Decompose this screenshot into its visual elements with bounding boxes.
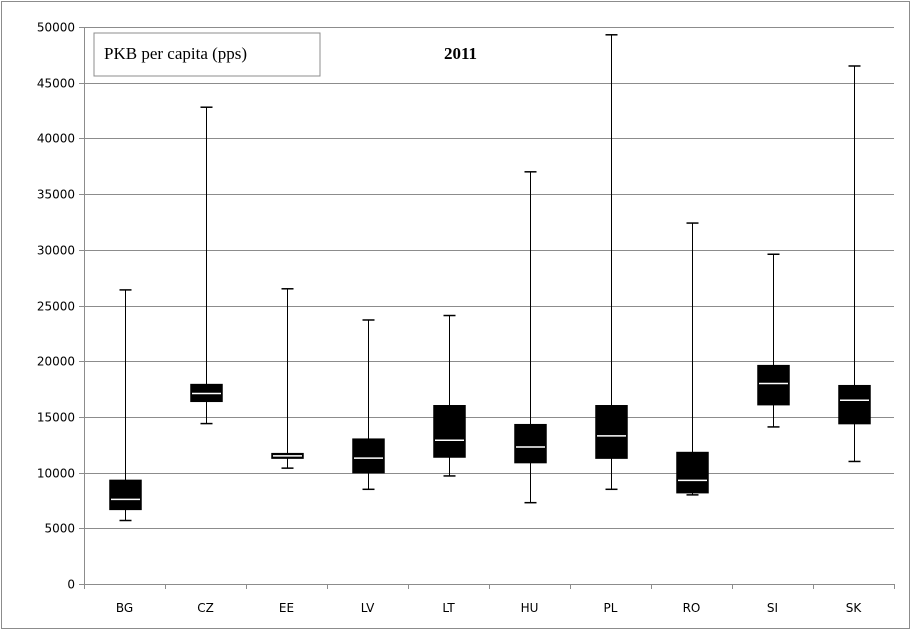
x-tick-label: SK [846, 601, 863, 615]
y-tick-label: 20000 [37, 355, 75, 369]
box-si [757, 253, 790, 428]
iqr-box [595, 405, 628, 459]
box-sk [838, 65, 871, 463]
x-axis-ticks: BG CZ EE LV LT HU PL RO SI SK [84, 584, 895, 615]
x-tick-label: HU [521, 601, 539, 615]
x-tick-label: LV [361, 601, 375, 615]
box-ro [676, 222, 709, 496]
boxes [109, 34, 871, 522]
y-tick-label: 40000 [37, 132, 75, 146]
iqr-box [757, 364, 790, 406]
x-tick-label: EE [279, 601, 294, 615]
box-lv [352, 319, 385, 491]
box-ee [271, 288, 304, 469]
x-tick-label: LT [442, 601, 455, 615]
iqr-box [676, 451, 709, 494]
iqr-box [514, 423, 547, 464]
legend: PKB per capita (pps) [93, 32, 321, 77]
x-tick-label: PL [604, 601, 618, 615]
box-pl [595, 34, 628, 491]
y-tick-label: 45000 [37, 77, 75, 91]
box-cz [190, 106, 223, 425]
x-tick-label: BG [116, 601, 133, 615]
x-tick-label: SI [767, 601, 778, 615]
x-tick-label: CZ [197, 601, 214, 615]
x-tick-label: RO [683, 601, 701, 615]
box-lt [433, 314, 466, 477]
y-tick-label: 30000 [37, 244, 75, 258]
y-axis-ticks: 0 5000 10000 15000 20000 25000 30000 35000 40000… [37, 21, 84, 592]
iqr-box [838, 384, 871, 425]
box-hu [514, 171, 547, 504]
gridlines [84, 27, 894, 529]
y-tick-label: 5000 [44, 522, 75, 536]
y-tick-label: 10000 [37, 467, 75, 481]
y-tick-label: 15000 [37, 411, 75, 425]
y-tick-label: 25000 [37, 300, 75, 314]
chart-title: 2011 [444, 44, 477, 63]
iqr-box [352, 438, 385, 474]
iqr-box [109, 479, 142, 511]
iqr-box [433, 405, 466, 458]
box-bg [109, 289, 142, 522]
legend-label: PKB per capita (pps) [104, 44, 247, 63]
y-tick-label: 0 [67, 578, 75, 592]
y-tick-label: 50000 [37, 21, 75, 35]
legend-box [93, 32, 321, 77]
y-tick-label: 35000 [37, 188, 75, 202]
